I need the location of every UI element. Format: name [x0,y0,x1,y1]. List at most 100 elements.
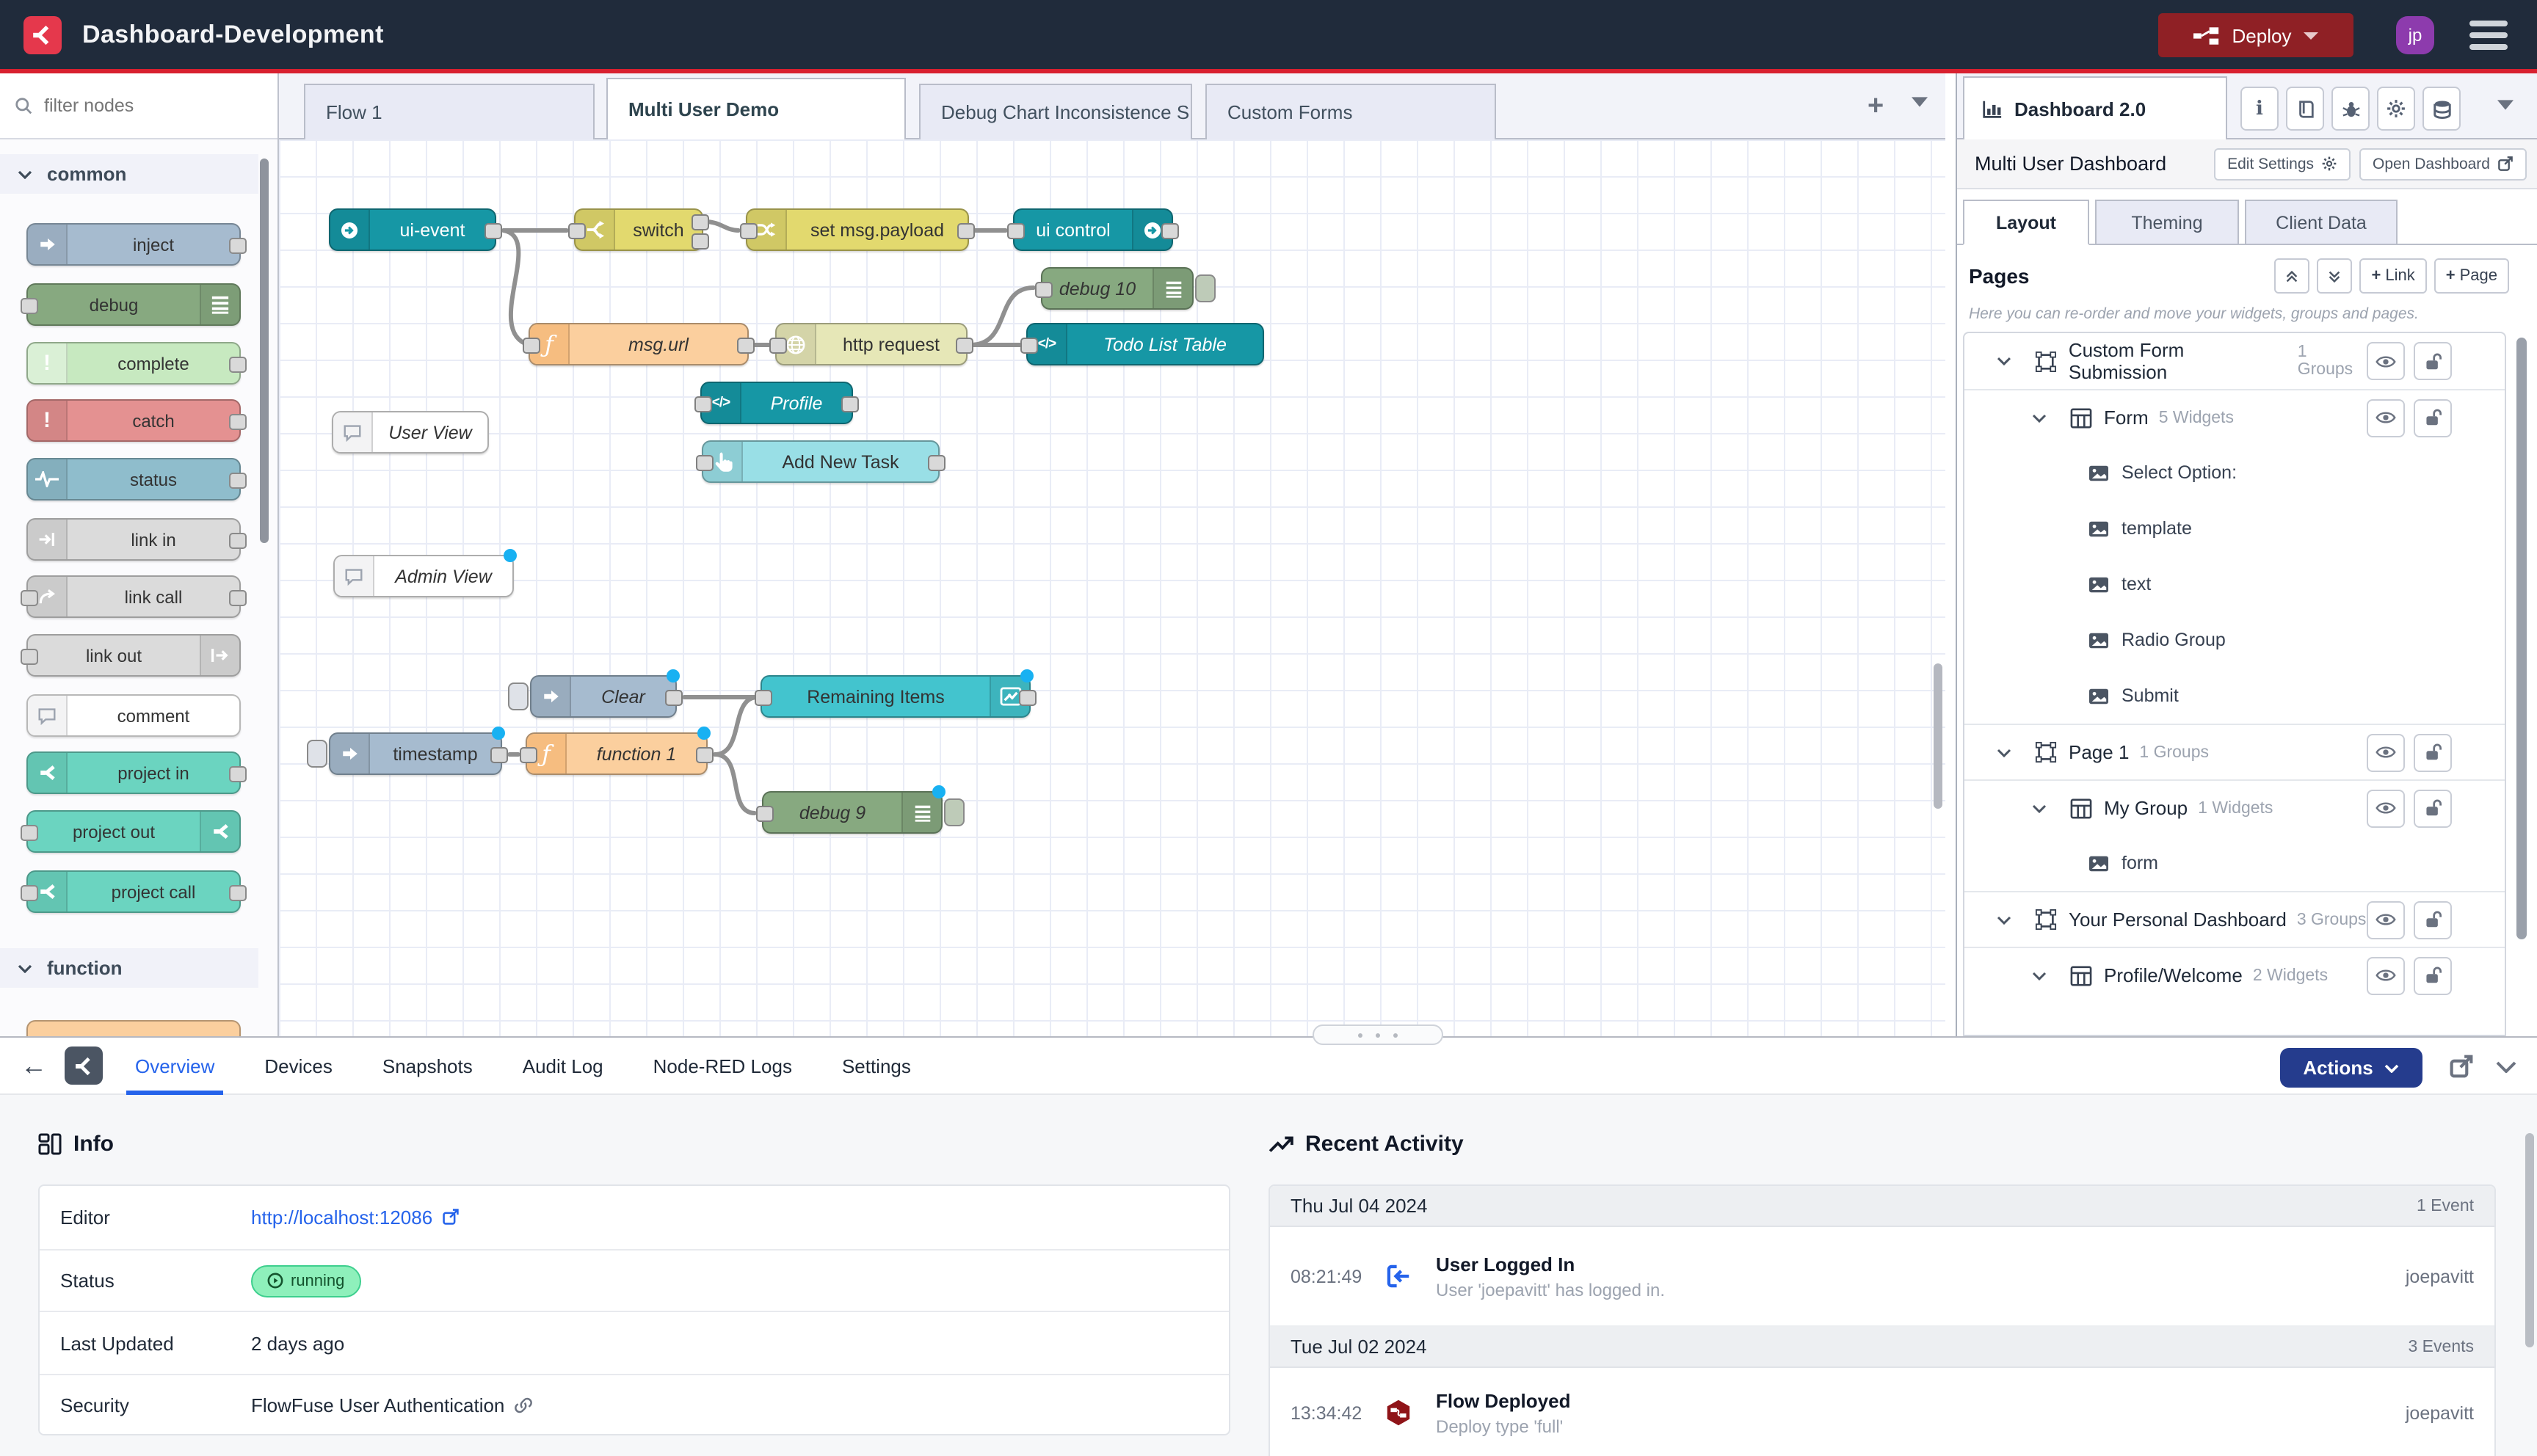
expand-all-button[interactable] [2317,258,2353,294]
chevron-down-icon[interactable] [1997,357,2011,365]
input-port[interactable] [1007,223,1025,239]
input-port[interactable] [740,223,758,239]
unlock-button[interactable] [2414,900,2452,939]
sidebar-scrollbar[interactable] [2516,338,2527,939]
config-tab-button[interactable] [2377,87,2415,131]
visibility-button[interactable] [2367,900,2405,939]
output-port[interactable] [229,885,247,901]
unlock-button[interactable] [2414,956,2452,994]
page-scrollbar[interactable] [2525,1133,2534,1347]
input-port[interactable] [21,825,38,841]
collapse-all-button[interactable] [2274,258,2310,294]
tab-audit-log[interactable]: Audit Log [522,1055,603,1077]
collapse-panel-icon[interactable] [2496,1061,2516,1073]
tree-widget-row[interactable]: form [1964,835,2505,891]
node-todo-list-table[interactable]: </> Todo List Table [1020,323,1264,365]
node-debug-9[interactable]: debug 9 [756,785,965,834]
input-port[interactable] [756,806,774,822]
unlock-button[interactable] [2414,398,2452,437]
tab-snapshots[interactable]: Snapshots [382,1055,473,1077]
output-port[interactable] [229,357,247,373]
input-port[interactable] [568,223,586,239]
tab-overview[interactable]: Overview [126,1036,224,1095]
input-port[interactable] [1020,338,1038,354]
output-port[interactable] [229,590,247,606]
visibility-button[interactable] [2367,733,2405,771]
palette-node-partial[interactable] [26,1020,241,1036]
debug-toggle-button[interactable] [944,798,965,826]
input-port[interactable] [1035,282,1053,298]
tree-group-row[interactable]: Form 5 Widgets [1964,389,2505,445]
input-port[interactable] [696,455,714,471]
tree-widget-row[interactable]: template [1964,500,2505,556]
node-inject-clear[interactable]: Clear [508,669,683,718]
palette-category-common[interactable]: common [0,154,258,194]
node-ui-event[interactable]: ui-event [329,208,502,251]
chevron-down-icon[interactable] [1997,915,2011,924]
tab-settings[interactable]: Settings [841,1055,911,1077]
input-port[interactable] [21,590,38,606]
output-port[interactable] [484,223,502,239]
main-menu-icon[interactable] [2469,21,2508,50]
output-port[interactable] [229,533,247,549]
input-port[interactable] [21,649,38,665]
node-ui-control[interactable]: ui control [1007,208,1179,251]
output-port[interactable] [928,455,946,471]
tree-widget-row[interactable]: Radio Group [1964,612,2505,668]
output-port[interactable] [229,473,247,489]
output-port[interactable] [957,223,975,239]
context-tab-button[interactable] [2422,87,2461,131]
activity-event-row[interactable]: 08:21:49 User Logged In User 'joepavitt'… [1270,1227,2494,1327]
help-tab-button[interactable] [2286,87,2324,131]
palette-node-link-in[interactable]: link in [26,518,247,561]
visibility-button[interactable] [2367,789,2405,827]
node-function-1[interactable]: ƒ function 1 [520,727,714,775]
palette-node-link-call[interactable]: link call [21,575,247,618]
node-remaining-items[interactable]: Remaining Items [755,669,1037,718]
input-port[interactable] [755,690,772,706]
add-link-button[interactable]: + Link [2359,258,2427,294]
flowfuse-logo-icon[interactable] [23,16,62,54]
tree-group-row[interactable]: Profile/Welcome 2 Widgets [1964,947,2505,1002]
input-port[interactable] [21,885,38,901]
chevron-down-icon[interactable] [1997,748,2011,757]
output-port[interactable] [956,338,973,354]
palette-node-inject[interactable]: inject [26,223,247,266]
tab-node-red-logs[interactable]: Node-RED Logs [653,1055,792,1077]
palette-node-complete[interactable]: ! complete [26,342,247,385]
input-port[interactable] [769,338,787,354]
tab-flow-1[interactable]: Flow 1 [304,84,595,139]
tree-group-row[interactable]: My Group 1 Widgets [1964,779,2505,835]
node-debug-10[interactable]: debug 10 [1035,267,1216,310]
node-msg-url[interactable]: ƒ msg.url [523,323,755,365]
output-port[interactable] [841,396,859,412]
output-port[interactable] [1019,690,1037,706]
flow-list-caret-icon[interactable] [1912,97,1928,107]
tab-layout[interactable]: Layout [1963,200,2089,245]
visibility-button[interactable] [2367,956,2405,994]
chevron-down-icon[interactable] [2032,413,2047,422]
inject-button[interactable] [508,682,529,710]
tab-dashboard-2[interactable]: Dashboard 2.0 [1963,76,2227,139]
input-port[interactable] [21,298,38,314]
unlock-button[interactable] [2414,789,2452,827]
palette-scrollbar[interactable] [260,159,269,543]
canvas-vertical-scrollbar[interactable] [1934,663,1942,809]
tab-client-data[interactable]: Client Data [2245,200,2398,245]
output-port[interactable] [1161,223,1179,239]
avatar[interactable]: jp [2396,16,2434,54]
visibility-button[interactable] [2367,342,2405,380]
actions-button[interactable]: Actions [2280,1048,2422,1088]
debug-tab-button[interactable] [2331,87,2370,131]
unlock-button[interactable] [2414,733,2452,771]
output-port[interactable] [229,766,247,782]
flow-canvas[interactable]: ui-event switch set msg.payload ui contr… [279,139,1945,1036]
deploy-button[interactable]: Deploy [2158,13,2353,57]
output-port[interactable] [229,238,247,254]
palette-node-project-in[interactable]: project in [26,751,247,794]
tab-theming[interactable]: Theming [2095,200,2239,245]
input-port[interactable] [694,396,712,412]
edit-settings-button[interactable]: Edit Settings [2214,148,2351,180]
palette-node-status[interactable]: status [26,458,247,500]
node-http-request[interactable]: http request [769,323,973,365]
